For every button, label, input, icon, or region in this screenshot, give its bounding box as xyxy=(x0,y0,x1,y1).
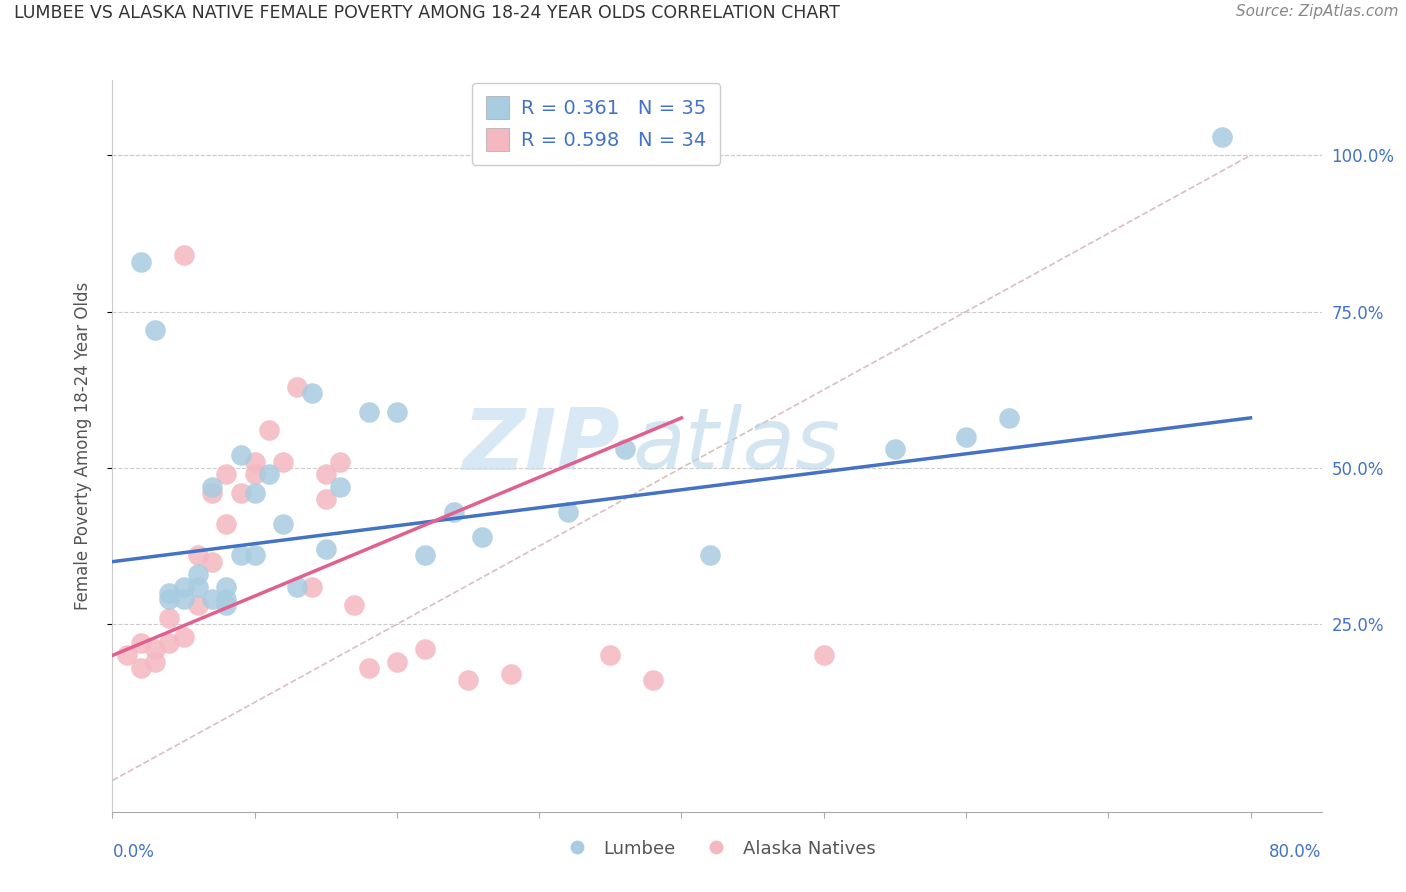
Point xyxy=(143,642,166,657)
Point xyxy=(173,248,195,262)
Point xyxy=(229,486,252,500)
Point xyxy=(173,592,195,607)
Point xyxy=(271,517,294,532)
Point xyxy=(215,467,238,482)
Point xyxy=(143,655,166,669)
Point xyxy=(157,586,180,600)
Text: LUMBEE VS ALASKA NATIVE FEMALE POVERTY AMONG 18-24 YEAR OLDS CORRELATION CHART: LUMBEE VS ALASKA NATIVE FEMALE POVERTY A… xyxy=(14,4,839,22)
Point xyxy=(143,323,166,337)
Y-axis label: Female Poverty Among 18-24 Year Olds: Female Poverty Among 18-24 Year Olds xyxy=(73,282,91,610)
Point xyxy=(243,455,266,469)
Point xyxy=(457,673,479,688)
Point xyxy=(315,492,337,507)
Point xyxy=(201,486,224,500)
Point xyxy=(187,580,209,594)
Point xyxy=(883,442,905,457)
Point xyxy=(301,580,323,594)
Point xyxy=(257,467,280,482)
Point xyxy=(415,549,437,563)
Point xyxy=(499,667,522,681)
Point xyxy=(173,580,195,594)
Point xyxy=(187,599,209,613)
Point xyxy=(955,429,977,443)
Text: 80.0%: 80.0% xyxy=(1270,843,1322,861)
Point xyxy=(357,661,380,675)
Point xyxy=(215,517,238,532)
Point xyxy=(415,642,437,657)
Point xyxy=(613,442,636,457)
Point xyxy=(157,636,180,650)
Point xyxy=(271,455,294,469)
Point xyxy=(315,467,337,482)
Point xyxy=(229,549,252,563)
Point xyxy=(243,467,266,482)
Point xyxy=(215,592,238,607)
Point xyxy=(641,673,664,688)
Point xyxy=(157,592,180,607)
Point xyxy=(599,648,621,663)
Point xyxy=(215,580,238,594)
Point xyxy=(257,423,280,437)
Point xyxy=(813,648,835,663)
Point xyxy=(243,486,266,500)
Text: ZIP: ZIP xyxy=(463,404,620,488)
Point xyxy=(443,505,465,519)
Point xyxy=(215,599,238,613)
Point xyxy=(201,592,224,607)
Point xyxy=(243,549,266,563)
Text: 0.0%: 0.0% xyxy=(112,843,155,861)
Point xyxy=(157,611,180,625)
Point xyxy=(1211,129,1233,144)
Point xyxy=(187,549,209,563)
Point xyxy=(287,580,309,594)
Point xyxy=(329,455,352,469)
Point xyxy=(201,555,224,569)
Point xyxy=(173,630,195,644)
Point xyxy=(357,404,380,418)
Point xyxy=(115,648,138,663)
Point xyxy=(557,505,579,519)
Point xyxy=(329,480,352,494)
Point xyxy=(129,254,152,268)
Text: Source: ZipAtlas.com: Source: ZipAtlas.com xyxy=(1236,4,1399,20)
Point xyxy=(129,661,152,675)
Point xyxy=(997,410,1019,425)
Point xyxy=(385,655,408,669)
Point xyxy=(187,567,209,582)
Point xyxy=(385,404,408,418)
Point xyxy=(287,379,309,393)
Point xyxy=(699,549,721,563)
Point xyxy=(129,636,152,650)
Point xyxy=(315,542,337,557)
Legend: Lumbee, Alaska Natives: Lumbee, Alaska Natives xyxy=(551,832,883,865)
Point xyxy=(301,385,323,400)
Text: atlas: atlas xyxy=(633,404,841,488)
Point xyxy=(201,480,224,494)
Point xyxy=(343,599,366,613)
Point xyxy=(471,530,494,544)
Point xyxy=(229,449,252,463)
